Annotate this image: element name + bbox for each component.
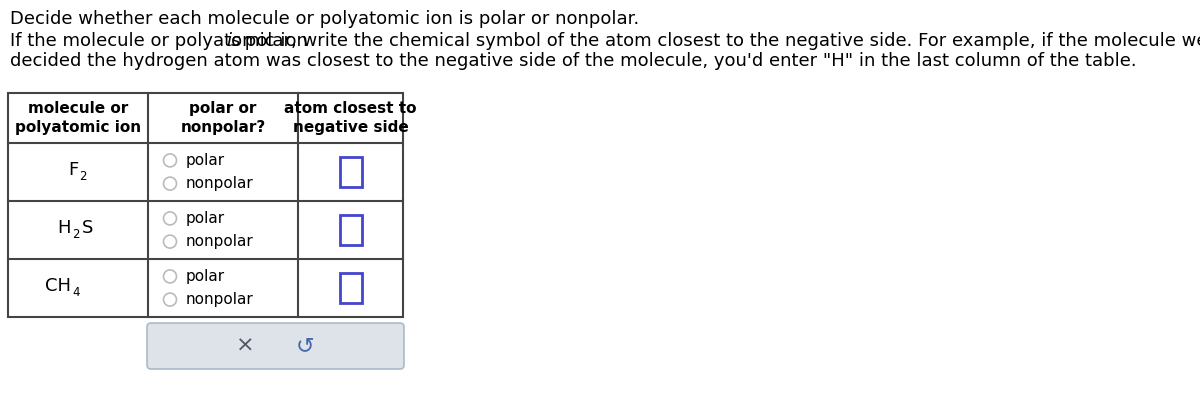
Text: polar or
nonpolar?: polar or nonpolar?	[180, 101, 265, 135]
Text: ×: ×	[236, 336, 254, 356]
Text: F: F	[67, 161, 78, 179]
Text: atom closest to
negative side: atom closest to negative side	[284, 101, 416, 135]
Text: polar: polar	[186, 269, 226, 284]
Circle shape	[163, 235, 176, 248]
Text: CH: CH	[46, 277, 71, 295]
Text: 4: 4	[72, 285, 79, 299]
Circle shape	[163, 270, 176, 283]
Circle shape	[163, 154, 176, 167]
Circle shape	[163, 293, 176, 306]
Text: Decide whether each molecule or polyatomic ion is polar or nonpolar.: Decide whether each molecule or polyatom…	[10, 10, 640, 28]
Text: molecule or
polyatomic ion: molecule or polyatomic ion	[14, 101, 142, 135]
Text: polar: polar	[186, 211, 226, 226]
FancyBboxPatch shape	[148, 323, 404, 369]
Bar	[340, 215, 361, 245]
Text: S: S	[82, 219, 94, 237]
Bar	[8, 93, 403, 317]
Text: 2: 2	[72, 228, 79, 241]
Circle shape	[163, 212, 176, 225]
Bar	[340, 273, 361, 303]
Text: polar: polar	[186, 153, 226, 168]
Text: polar, write the chemical symbol of the atom closest to the negative side. For e: polar, write the chemical symbol of the …	[239, 32, 1200, 50]
Bar	[340, 157, 361, 187]
Text: nonpolar: nonpolar	[186, 292, 253, 307]
Text: 2: 2	[79, 169, 86, 182]
Text: is: is	[226, 32, 240, 50]
Text: H: H	[58, 219, 71, 237]
Text: If the molecule or polyatomic ion: If the molecule or polyatomic ion	[10, 32, 313, 50]
Text: nonpolar: nonpolar	[186, 234, 253, 249]
Circle shape	[163, 177, 176, 190]
Text: decided the hydrogen atom was closest to the negative side of the molecule, you': decided the hydrogen atom was closest to…	[10, 52, 1136, 70]
Text: nonpolar: nonpolar	[186, 176, 253, 191]
Text: ↺: ↺	[296, 336, 314, 356]
